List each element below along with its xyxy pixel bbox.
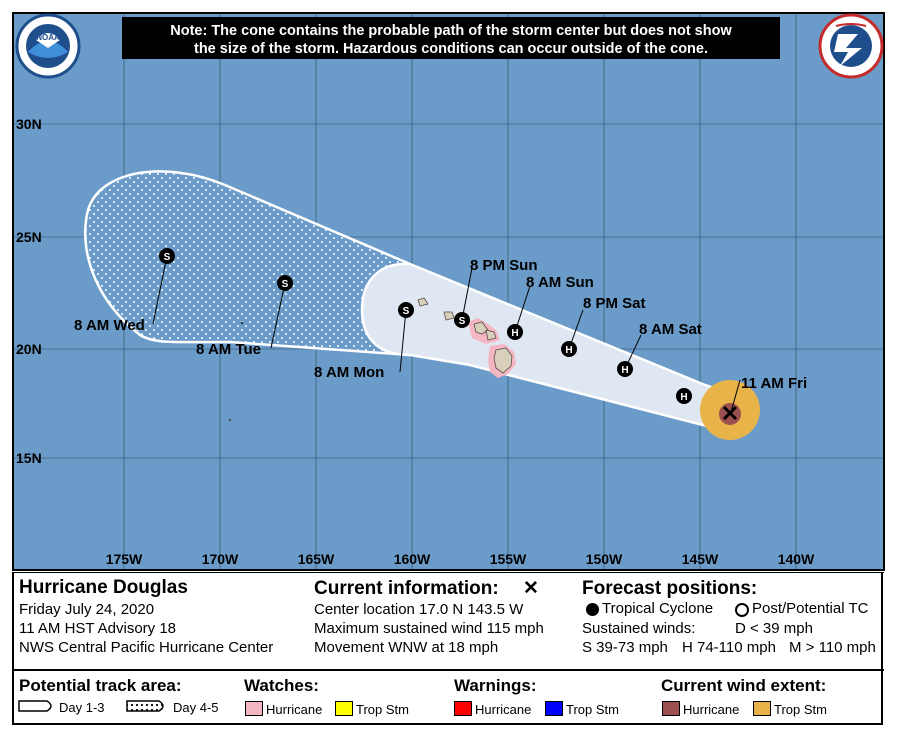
post-tc-label: Post/Potential TC — [752, 600, 869, 617]
center-location: Center location 17.0 N 143.5 W — [314, 601, 524, 618]
hurricane-watch-label: Hurricane — [266, 702, 323, 717]
marker-s-3: S — [277, 275, 293, 291]
wind-m: M > 110 mph — [789, 639, 876, 656]
forecast-markers: H H H H S S S S — [159, 248, 738, 421]
tropical-cyclone-icon — [586, 603, 599, 616]
lon-label-165w: 165W — [298, 551, 335, 567]
label-8-am-wed: 8 AM Wed — [74, 317, 145, 334]
svg-text:NOAA: NOAA — [36, 33, 60, 42]
wind-d: D < 39 mph — [735, 620, 813, 637]
day-1-3-label: Day 1-3 — [59, 700, 105, 715]
lon-label-170w: 170W — [202, 551, 239, 567]
svg-text:H: H — [680, 392, 687, 403]
storm-name: Hurricane Douglas — [19, 577, 188, 598]
trop-storm-watch-label: Trop Stm — [356, 702, 409, 717]
legend-divider — [13, 669, 884, 671]
trop-storm-warning-label: Trop Stm — [566, 702, 619, 717]
lon-label-140w: 140W — [778, 551, 815, 567]
marker-h-1: H — [617, 361, 633, 377]
lon-label-160w: 160W — [394, 551, 431, 567]
current-info-title: Current information: — [314, 578, 499, 599]
lon-label-175w: 175W — [106, 551, 143, 567]
svg-text:H: H — [565, 345, 572, 356]
lon-label-155w: 155W — [490, 551, 527, 567]
warnings-title: Warnings: — [454, 676, 537, 695]
trop-storm-warning-swatch — [545, 701, 563, 716]
watches-title: Watches: — [244, 676, 319, 695]
marker-h-3: H — [561, 341, 577, 357]
wind-s: S 39-73 mph — [582, 639, 668, 656]
label-8-pm-sun: 8 PM Sun — [470, 257, 538, 274]
svg-text:H: H — [511, 328, 518, 339]
marker-s-2: S — [398, 302, 414, 318]
lat-label-30n: 30N — [16, 116, 42, 132]
noaa-logo: NOAA — [15, 13, 81, 79]
svg-text:Note: The cone contains the pr: Note: The cone contains the probable pat… — [170, 23, 732, 39]
forecast-positions-title: Forecast positions: — [582, 578, 758, 599]
trop-storm-wind-swatch — [753, 701, 771, 716]
label-11-am-fri: 11 AM Fri — [741, 375, 807, 392]
forecast-track — [152, 255, 741, 413]
label-8-am-mon: 8 AM Mon — [314, 364, 384, 381]
label-8-pm-sat: 8 PM Sat — [583, 295, 646, 312]
cone-day-4-5 — [84, 170, 412, 357]
current-position-marker — [722, 405, 738, 421]
lon-label-150w: 150W — [586, 551, 623, 567]
storm-advisory: 11 AM HST Advisory 18 — [19, 620, 177, 637]
cone-note: Note: The cone contains the probable pat… — [122, 17, 780, 59]
storm-center: NWS Central Pacific Hurricane Center — [19, 639, 274, 656]
info-panel: Hurricane Douglas Friday July 24, 2020 1… — [13, 573, 884, 725]
hurricane-wind-label: Hurricane — [683, 702, 740, 717]
trop-storm-watch-swatch — [335, 701, 353, 716]
lon-label-145w: 145W — [682, 551, 719, 567]
hawaiian-islands — [229, 297, 516, 421]
nws-logo — [818, 13, 884, 79]
label-8-am-sun: 8 AM Sun — [526, 274, 594, 291]
marker-h-2: H — [676, 388, 692, 404]
lat-label-25n: 25N — [16, 229, 42, 245]
svg-text:S: S — [403, 306, 410, 317]
hurricane-watch-swatch — [245, 701, 263, 716]
label-8-am-sat: 8 AM Sat — [639, 321, 702, 338]
hurricane-warning-swatch — [454, 701, 472, 716]
marker-s-4: S — [159, 248, 175, 264]
lat-label-20n: 20N — [16, 341, 42, 357]
lat-label-15n: 15N — [16, 450, 42, 466]
marker-s-1: S — [454, 312, 470, 328]
svg-text:the size of the storm. Hazardo: the size of the storm. Hazardous conditi… — [194, 41, 708, 57]
movement: Movement WNW at 18 mph — [314, 639, 499, 656]
tropical-cyclone-label: Tropical Cyclone — [602, 600, 714, 617]
wind-extent-title: Current wind extent: — [661, 676, 827, 695]
svg-text:S: S — [459, 316, 466, 327]
sustained-winds-label: Sustained winds: — [582, 620, 696, 637]
day-4-5-icon — [126, 700, 164, 712]
label-8-am-tue: 8 AM Tue — [196, 341, 261, 358]
current-info-marker-icon: ✕ — [523, 578, 539, 599]
storm-date: Friday July 24, 2020 — [19, 601, 155, 618]
day-1-3-icon — [18, 700, 52, 712]
marker-h-4: H — [507, 324, 523, 340]
svg-text:S: S — [282, 279, 289, 290]
max-wind: Maximum sustained wind 115 mph — [314, 620, 544, 637]
day-4-5-label: Day 4-5 — [173, 700, 219, 715]
hurricane-wind-swatch — [662, 701, 680, 716]
wind-h: H 74-110 mph — [682, 639, 776, 656]
trop-storm-wind-label: Trop Stm — [774, 702, 827, 717]
svg-text:S: S — [164, 252, 171, 263]
post-tc-icon — [735, 603, 749, 617]
hurricane-warning-label: Hurricane — [475, 702, 532, 717]
svg-text:H: H — [621, 365, 628, 376]
track-area-title: Potential track area: — [19, 676, 182, 695]
